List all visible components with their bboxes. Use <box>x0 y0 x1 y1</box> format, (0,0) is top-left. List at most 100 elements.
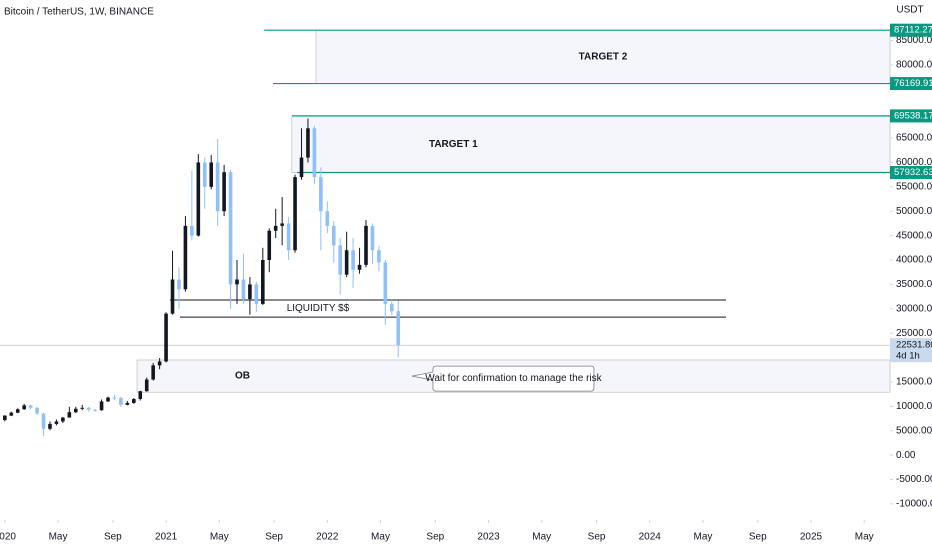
y-tick-label: 40000.00 <box>896 255 932 266</box>
level-box <box>890 166 932 180</box>
candle-body <box>377 250 381 263</box>
candle-body <box>273 225 278 231</box>
candle-body <box>144 379 149 392</box>
candle-body <box>383 262 388 304</box>
candle-body <box>389 303 394 312</box>
candle-body <box>222 172 226 212</box>
candle-body <box>151 365 155 380</box>
chart-title: Bitcoin / TetherUS, 1W, BINANCE <box>4 7 154 18</box>
last-price-box <box>890 338 932 363</box>
candle-body <box>351 250 355 270</box>
zone-label: OB <box>235 371 250 382</box>
zone-label: TARGET 1 <box>429 139 478 150</box>
overlay-layer: 2020 May Sep 2021 May Sep 2022 May Sep 2023 May Sep… <box>0 23 932 543</box>
candle-body <box>106 397 110 402</box>
x-tick-label: Sep <box>265 532 283 543</box>
x-tick-label: May <box>210 532 229 543</box>
candle-body <box>54 421 59 424</box>
candle-body <box>202 162 207 187</box>
candle-body <box>3 415 7 420</box>
candle-body <box>267 230 272 260</box>
candle-body <box>170 279 175 314</box>
y-tick-label: 0.00 <box>896 450 916 461</box>
candle-body <box>112 397 117 399</box>
candle-body <box>61 417 65 422</box>
candle-body <box>280 223 284 226</box>
candle-body <box>312 128 317 178</box>
candle-body <box>67 412 72 418</box>
level-box <box>890 109 932 123</box>
x-tick-label: 2020 <box>0 532 16 543</box>
candle-body <box>235 279 239 285</box>
level-box <box>890 77 932 91</box>
y-tick-label: 15000.00 <box>896 377 932 388</box>
candle-body <box>9 412 14 416</box>
candle-body <box>48 423 52 429</box>
y-tick-label: 45000.00 <box>896 230 932 241</box>
candle-body <box>80 407 85 409</box>
x-tick-label: Sep <box>749 532 767 543</box>
candle-body <box>183 225 188 290</box>
y-tick-label: 55000.00 <box>896 181 932 192</box>
candle-body <box>306 128 310 158</box>
candle-body <box>125 402 130 405</box>
candle-body <box>396 311 401 346</box>
candle-body <box>190 225 194 236</box>
candle-body <box>357 264 362 270</box>
candle-body <box>209 162 214 187</box>
y-tick-label: -5000.00 <box>896 474 932 485</box>
last-price-label: 22531.80 <box>896 340 932 351</box>
candle-body <box>196 162 201 236</box>
x-tick-label: 2024 <box>639 532 662 543</box>
x-tick-label: Sep <box>104 532 122 543</box>
y-tick-label: 80000.00 <box>896 60 932 71</box>
y-tick-label: -10000.00 <box>896 499 932 510</box>
note-text: Wait for confirmation to manage the risk <box>425 373 602 384</box>
candle-body <box>119 398 123 405</box>
candle-body <box>344 250 349 275</box>
candle-body <box>93 409 97 411</box>
candle-body <box>99 401 104 411</box>
liquidity-label: LIQUIDITY $$ <box>287 303 350 314</box>
x-tick-label: May <box>371 532 390 543</box>
candle-body <box>215 162 220 212</box>
y-tick-label: 10000.00 <box>896 401 932 412</box>
candle-body <box>338 245 342 275</box>
candle-body <box>41 413 46 429</box>
candle-body <box>261 260 265 304</box>
candle-body <box>138 391 143 400</box>
candle-body <box>331 225 336 246</box>
candle-body <box>35 407 39 414</box>
level-label: 69538.17 <box>894 110 932 121</box>
level-label: 76169.91 <box>894 78 932 89</box>
y-tick-label: 35000.00 <box>896 279 932 290</box>
x-tick-label: Sep <box>588 532 606 543</box>
y-tick-label: 85000.00 <box>896 35 932 46</box>
x-tick-label: 2023 <box>477 532 500 543</box>
candle-body <box>157 361 162 366</box>
y-tick-label: 60000.00 <box>896 157 932 168</box>
candle-body <box>364 225 368 265</box>
x-tick-label: 2025 <box>800 532 823 543</box>
candle-body <box>132 399 136 403</box>
candle-body <box>241 279 246 300</box>
candle-body <box>293 177 297 251</box>
axis-unit: USDT <box>896 5 923 16</box>
candle-body <box>177 279 181 290</box>
level-label: 87112.27 <box>894 25 932 36</box>
level-label: 57932.63 <box>894 167 932 178</box>
candle-body <box>22 405 26 410</box>
candle-body <box>254 284 259 304</box>
note-callout <box>411 365 595 392</box>
candle-body <box>325 211 330 226</box>
countdown-label: 4d 1h <box>896 351 920 362</box>
zone <box>315 29 891 84</box>
zone <box>291 115 891 173</box>
y-tick-label: 30000.00 <box>896 303 932 314</box>
x-tick-label: May <box>694 532 713 543</box>
plot-layer: 85000.00 80000.00 65000.00 60000.00 55000.00… <box>3 29 932 523</box>
y-tick-label: 65000.00 <box>896 133 932 144</box>
y-tick-label: 25000.00 <box>896 328 932 339</box>
candle-body <box>319 177 323 212</box>
